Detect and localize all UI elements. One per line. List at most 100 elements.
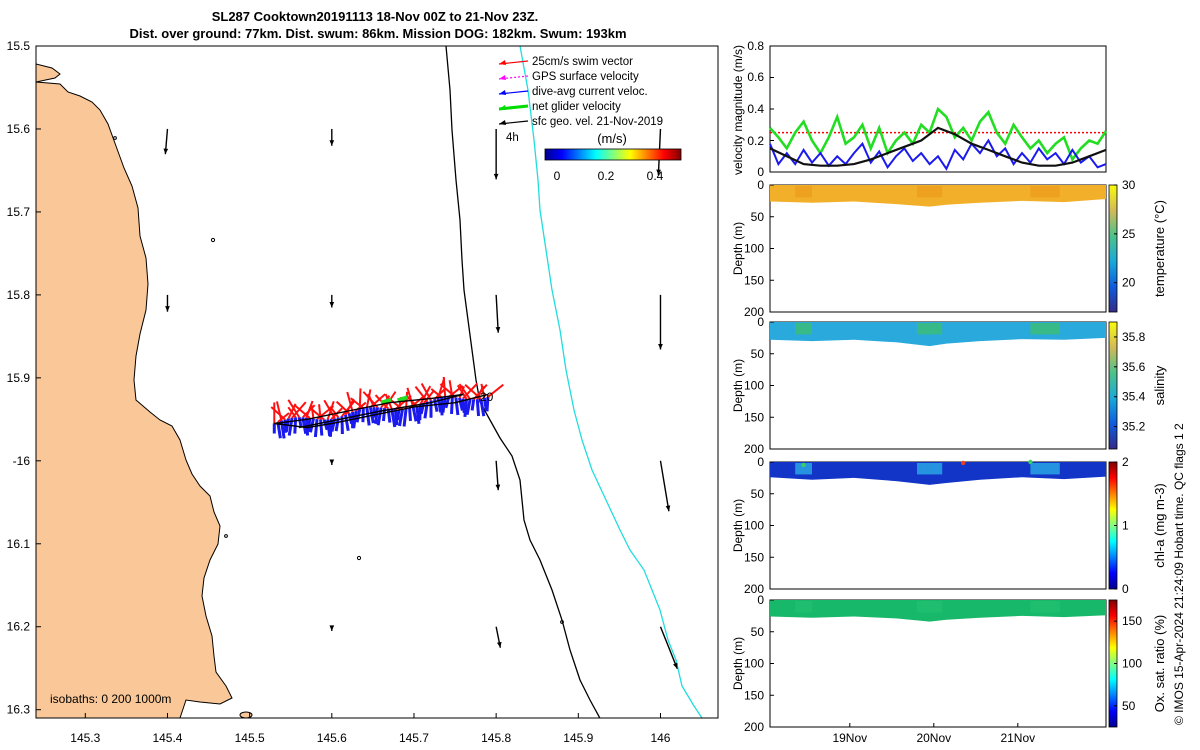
isobath-1000m (519, 46, 703, 718)
islet (239, 711, 253, 718)
surface-velocity-arrowhead (496, 641, 502, 648)
section-colorbar (1108, 184, 1118, 313)
section-y-tick-label: 200 (744, 305, 764, 319)
section-y-label: Depth (m) (731, 359, 745, 412)
map-x-tick-label: 145.4 (152, 731, 182, 745)
surface-velocity-arrowhead (656, 169, 661, 176)
section-y-tick-label: 0 (757, 593, 764, 607)
colorbar-tick: 0 (554, 169, 561, 183)
legend-arrowhead (499, 60, 506, 65)
section-data-patch (1030, 463, 1060, 475)
surface-velocity-arrow (495, 294, 499, 333)
section-y-tick-label: 200 (744, 442, 764, 456)
current-vector (450, 397, 454, 415)
surface-velocity-arrow (659, 460, 670, 512)
islet (210, 237, 216, 243)
velocity-y-tick: 0.4 (747, 102, 764, 116)
current-vector (276, 421, 282, 439)
current-vector (415, 405, 421, 425)
velocity-y-label: velocity magnitude (m/s) (731, 45, 745, 175)
current-vector (306, 417, 312, 432)
map-panel: SL287 Cooktown20191113 18-Nov 00Z to 21-… (7, 9, 719, 745)
section-y-tick-label: 100 (744, 242, 764, 256)
surface-velocity-arrowhead (665, 505, 671, 512)
map-y-axis: 15.5 15.6 15.7 15.8 15.9 -16 16.1 16.2 16.3 (7, 39, 41, 717)
section-y-tick-label: 150 (744, 550, 764, 564)
colorbar-tick-label: 35.4 (1122, 390, 1146, 404)
islet (356, 555, 362, 561)
colorbar-tick-label: 20 (1122, 276, 1136, 290)
current-vector (475, 399, 481, 417)
section-y-tick-label: 200 (744, 582, 764, 596)
section-y-tick-label: 100 (744, 519, 764, 533)
section-y-tick-label: 200 (744, 720, 764, 734)
current-vector (328, 418, 333, 437)
map-y-tick-label: 15.5 (7, 39, 31, 53)
map-subtitle: Dist. over ground: 77km. Dist. swum: 86k… (129, 26, 626, 41)
velocity-series-line (769, 126, 1107, 167)
section-colorbar (1108, 321, 1118, 450)
colorbar-tick-label: 35.8 (1122, 330, 1146, 344)
section-y-tick-label: 0 (757, 455, 764, 469)
current-vector (485, 396, 490, 412)
section-axes-frame (769, 599, 1107, 728)
section-data-patch (795, 601, 812, 613)
surface-velocity-arrowhead (658, 343, 663, 350)
section-panel-2: 0 50 100 150 200 Depth (m) 35.2 35.4 35.6 35.8 sal… (731, 315, 1167, 456)
map-x-tick-label: 145.3 (70, 731, 100, 745)
swim-vector (346, 391, 354, 413)
current-vector (319, 419, 324, 436)
surface-velocity-arrowhead (329, 140, 335, 146)
surface-velocity-arrowhead (673, 662, 678, 669)
speed-colorbar (544, 148, 682, 161)
time-scale-label: 4h (506, 132, 519, 144)
surface-velocity-arrowhead (495, 484, 501, 491)
section-data-patch (795, 463, 812, 475)
map-axes-frame (35, 45, 719, 719)
swim-vector (287, 406, 297, 418)
swim-vector (310, 405, 315, 419)
section-y-tick-label: 150 (744, 410, 764, 424)
velocity-panel: velocity magnitude (m/s) 0.8 0.6 0.4 0.2… (731, 39, 1108, 179)
swim-vector (329, 406, 340, 418)
velocity-series-line (769, 106, 1108, 163)
colorbar-tick-label: 1 (1122, 519, 1129, 533)
map-x-tick-label: 145.5 (235, 731, 265, 745)
surface-velocity-arrowhead (329, 301, 335, 308)
colorbar-tick-label: 30 (1122, 178, 1136, 192)
colorbar-tick-label: 35.6 (1122, 360, 1146, 374)
map-y-tick-label: 15.7 (7, 205, 31, 219)
colorbar-tick-label: 35.2 (1122, 420, 1146, 434)
surface-velocity-arrowhead (329, 625, 335, 631)
imos-credit: © IMOS 15-Apr-2024 21:24:09 Hobart time.… (1172, 423, 1186, 725)
swim-vector (287, 399, 301, 418)
section-y-tick-label: 50 (751, 210, 765, 224)
isobath-200m (445, 46, 601, 718)
current-vector (411, 406, 418, 422)
section-y-tick-label: 0 (757, 178, 764, 192)
surface-velocity-arrowhead (493, 173, 499, 180)
map-x-tick-label: 145.8 (481, 731, 511, 745)
section-colorbar-label: Ox. sat. ratio (%) (1152, 615, 1167, 713)
section-data-patch (1030, 323, 1060, 335)
map-x-tick-label: 145.9 (563, 731, 593, 745)
current-vector (457, 397, 464, 411)
map-y-tick-label: 16.3 (7, 703, 31, 717)
legend-label: sfc geo. vel. 21-Nov-2019 (532, 116, 663, 128)
map-legend: 25cm/s swim vector GPS surface velocity di… (498, 56, 663, 128)
section-axes-frame (769, 184, 1107, 313)
map-title: SL287 Cooktown20191113 18-Nov 00Z to 21-… (212, 9, 539, 24)
legend-label: 25cm/s swim vector (532, 56, 633, 68)
section-y-label: Depth (m) (731, 637, 745, 690)
track-end-label: 20 (480, 390, 494, 404)
current-vector (402, 408, 408, 427)
legend-label: dive-avg current veloc. (532, 86, 648, 98)
swim-vector (430, 388, 443, 399)
map-y-tick-label: 16.1 (7, 537, 31, 551)
section-data-patch (917, 463, 943, 475)
current-vector (470, 399, 476, 411)
current-vector (408, 408, 412, 422)
colorbar-tick-label: 50 (1122, 699, 1136, 713)
section-data-patch (917, 601, 943, 613)
